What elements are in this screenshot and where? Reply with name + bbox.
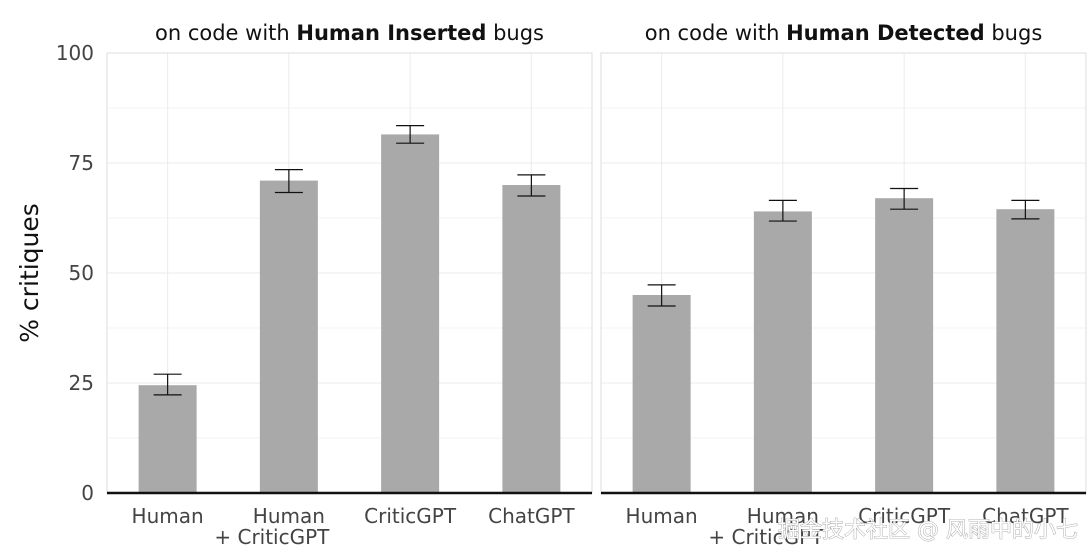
bar <box>381 134 440 493</box>
bar <box>138 385 197 493</box>
y-tick-label: 25 <box>69 371 94 395</box>
panel-title: on code with Human Detected bugs <box>645 21 1043 45</box>
x-tick-label: Human <box>132 504 204 528</box>
bar <box>875 198 934 493</box>
bar <box>753 211 812 493</box>
x-tick-label: + CriticGPT <box>214 525 330 549</box>
y-tick-label: 0 <box>81 481 94 505</box>
x-tick-label: ChatGPT <box>488 504 575 528</box>
bar <box>632 295 691 493</box>
bar <box>259 180 318 493</box>
bar <box>996 209 1055 493</box>
watermark-text: 掘金技术社区 @ 风雨中的小七 <box>778 518 1078 543</box>
axes-layer <box>106 52 1087 495</box>
y-tick-label: 50 <box>69 261 94 285</box>
x-tick-label: + CriticGPT <box>708 525 824 549</box>
x-tick-label: CriticGPT <box>364 504 457 528</box>
y-axis-label: % critiques <box>15 203 44 343</box>
panel-title: on code with Human Inserted bugs <box>155 21 544 45</box>
bars-layer <box>138 134 1055 493</box>
x-tick-label: ChatGPT <box>982 504 1069 528</box>
panel-title-bold: Human Detected <box>786 21 985 45</box>
panel-title-prefix: on code with <box>155 21 296 45</box>
error-bars-layer <box>153 124 1040 396</box>
grid-layer <box>107 52 1086 493</box>
x-tick-label: CriticGPT <box>858 504 951 528</box>
panel-title-suffix: bugs <box>486 21 544 45</box>
y-tick-label: 100 <box>56 41 94 65</box>
panel-title-prefix: on code with <box>645 21 786 45</box>
panel-title-bold: Human Inserted <box>296 21 486 45</box>
panel-title-suffix: bugs <box>985 21 1043 45</box>
bar <box>502 185 561 493</box>
x-tick-label: Human <box>747 504 819 528</box>
y-tick-label: 75 <box>69 151 94 175</box>
x-tick-label: Human <box>253 504 325 528</box>
x-tick-label: Human <box>626 504 698 528</box>
